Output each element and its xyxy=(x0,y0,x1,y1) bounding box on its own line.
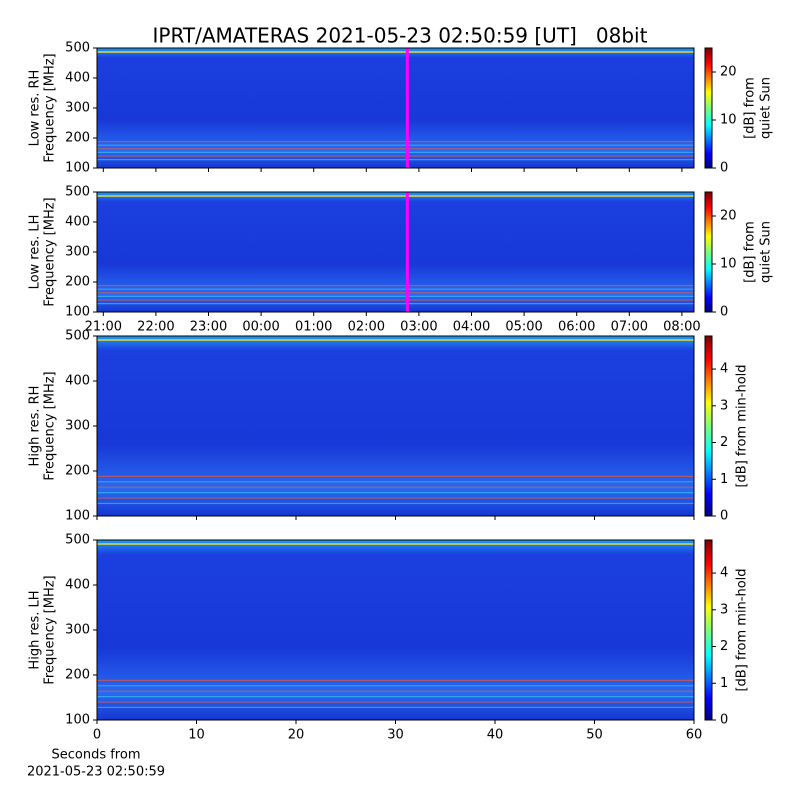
y-tick-label: 100 xyxy=(65,509,90,524)
colorbar-tick-label: 3 xyxy=(720,602,728,617)
x-tick-label: 22:00 xyxy=(137,320,174,335)
y-tick-label: 500 xyxy=(65,533,90,548)
x-tick-label: 06:00 xyxy=(558,320,595,335)
y-tick-label: 300 xyxy=(65,101,90,116)
colorbar-tick-label: 10 xyxy=(720,257,737,272)
x-tick-label: 02:00 xyxy=(348,320,385,335)
colorbar-label: [dB] from xyxy=(743,221,758,283)
colorbar-tick-label: 4 xyxy=(720,362,728,377)
y-axis-label: Frequency [MHz] xyxy=(43,575,58,684)
x-tick-label: 10 xyxy=(188,728,205,743)
colorbar-tick-label: 3 xyxy=(720,398,728,413)
y-tick-label: 200 xyxy=(65,464,90,479)
x-axis-label: Seconds from xyxy=(51,748,140,763)
colorbar-tick-label: 20 xyxy=(720,209,737,224)
y-tick-label: 400 xyxy=(65,578,90,593)
y-axis-label: Low res. RH xyxy=(28,70,43,147)
x-tick-label: 23:00 xyxy=(190,320,227,335)
spectrogram xyxy=(97,336,694,516)
y-tick-label: 400 xyxy=(65,215,90,230)
x-axis-label: 2021-05-23 02:50:59 xyxy=(27,765,165,780)
colorbar-tick-label: 2 xyxy=(720,435,728,450)
colorbar-tick-label: 1 xyxy=(720,472,728,487)
colorbar-tick-label: 0 xyxy=(720,305,728,320)
x-tick-label: 08:00 xyxy=(663,320,700,335)
y-tick-label: 200 xyxy=(65,131,90,146)
spectrogram xyxy=(97,192,694,312)
x-tick-label: 20 xyxy=(288,728,305,743)
y-tick-label: 500 xyxy=(65,185,90,200)
colorbar-tick-label: 1 xyxy=(720,676,728,691)
y-tick-label: 500 xyxy=(65,41,90,56)
y-tick-label: 300 xyxy=(65,419,90,434)
x-tick-label: 21:00 xyxy=(85,320,122,335)
y-tick-label: 300 xyxy=(65,245,90,260)
spectrogram xyxy=(97,540,694,720)
y-tick-label: 400 xyxy=(65,374,90,389)
colorbar-tick-label: 0 xyxy=(720,509,728,524)
x-tick-label: 05:00 xyxy=(505,320,542,335)
x-tick-label: 30 xyxy=(387,728,404,743)
colorbar-label: [dB] from min-hold xyxy=(735,568,750,691)
y-axis-label: High res. RH xyxy=(28,386,43,467)
y-axis-label: High res. LH xyxy=(28,590,43,669)
colorbar-tick-label: 0 xyxy=(720,713,728,728)
colorbar xyxy=(704,335,713,517)
x-tick-label: 01:00 xyxy=(295,320,332,335)
y-tick-label: 100 xyxy=(65,713,90,728)
x-tick-label: 04:00 xyxy=(453,320,490,335)
colorbar-label: [dB] from xyxy=(743,77,758,139)
y-axis-label: Low res. LH xyxy=(28,215,43,290)
colorbar-label: quiet Sun xyxy=(759,77,774,139)
y-axis-label: Frequency [MHz] xyxy=(43,53,58,162)
y-tick-label: 400 xyxy=(65,71,90,86)
y-axis-label: Frequency [MHz] xyxy=(43,371,58,480)
y-tick-label: 200 xyxy=(65,668,90,683)
colorbar-label: [dB] from min-hold xyxy=(735,364,750,487)
y-tick-label: 100 xyxy=(65,305,90,320)
spectrogram xyxy=(97,48,694,168)
colorbar-tick-label: 10 xyxy=(720,113,737,128)
y-tick-label: 500 xyxy=(65,329,90,344)
colorbar-tick-label: 4 xyxy=(720,566,728,581)
x-tick-label: 40 xyxy=(487,728,504,743)
y-axis-label: Frequency [MHz] xyxy=(43,197,58,306)
colorbar-tick-label: 2 xyxy=(720,639,728,654)
x-tick-label: 03:00 xyxy=(400,320,437,335)
colorbar-tick-label: 0 xyxy=(720,161,728,176)
figure-title: IPRT/AMATERAS 2021-05-23 02:50:59 [UT] 0… xyxy=(153,24,648,48)
x-tick-label: 50 xyxy=(586,728,603,743)
y-tick-label: 200 xyxy=(65,275,90,290)
x-tick-label: 60 xyxy=(686,728,703,743)
x-tick-label: 0 xyxy=(93,728,101,743)
y-tick-label: 300 xyxy=(65,623,90,638)
colorbar xyxy=(704,191,713,313)
y-tick-label: 100 xyxy=(65,161,90,176)
x-tick-label: 00:00 xyxy=(242,320,279,335)
x-tick-label: 07:00 xyxy=(611,320,648,335)
colorbar-tick-label: 20 xyxy=(720,65,737,80)
colorbar xyxy=(704,539,713,721)
colorbar-label: quiet Sun xyxy=(759,221,774,283)
colorbar xyxy=(704,47,713,169)
